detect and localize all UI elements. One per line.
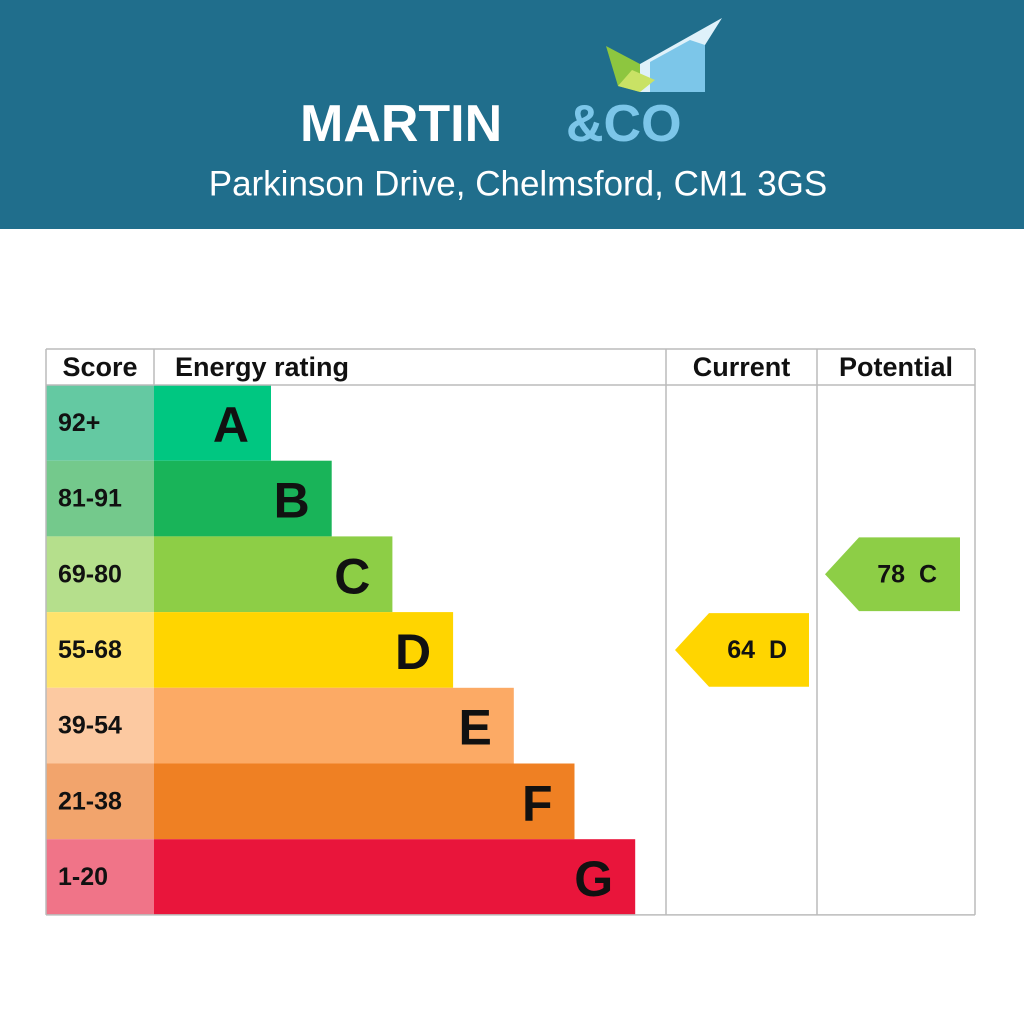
current-band: D <box>769 636 787 664</box>
rating-bar <box>154 536 393 613</box>
score-label: 69-80 <box>58 560 122 588</box>
column-header: Current <box>693 352 791 382</box>
current-arrow <box>675 613 809 687</box>
logo-icon <box>606 18 722 92</box>
brand-main: MARTIN <box>300 95 502 153</box>
rating-bar <box>154 687 514 764</box>
band-letter: D <box>395 624 431 680</box>
potential-score: 78 <box>877 560 905 588</box>
band-letter: G <box>574 851 613 907</box>
band-letter: B <box>274 473 310 529</box>
score-label: 55-68 <box>58 636 122 664</box>
score-cell <box>46 763 154 840</box>
address: Parkinson Drive, Chelmsford, CM1 3GS <box>209 165 828 204</box>
score-cell <box>46 536 154 613</box>
rating-bar <box>154 385 271 461</box>
column-header: Score <box>62 352 137 382</box>
score-label: 81-91 <box>58 485 122 513</box>
score-cell <box>46 687 154 764</box>
band-letter: E <box>458 700 491 756</box>
potential-arrow <box>825 537 960 612</box>
header-band <box>0 0 1024 229</box>
brand-accent: &CO <box>566 95 682 153</box>
band-letter: F <box>522 775 553 831</box>
score-label: 1-20 <box>58 863 108 891</box>
band-letter: C <box>334 548 370 604</box>
score-cell <box>46 612 154 688</box>
column-header: Potential <box>839 352 953 382</box>
band-letter: A <box>213 397 249 453</box>
rating-bar <box>154 839 636 915</box>
epc-table: Score Energy rating Current Potential 92+ A 81… <box>45 348 976 916</box>
rating-bar <box>154 763 575 840</box>
rating-bar <box>154 460 332 537</box>
column-header: Energy rating <box>175 352 349 382</box>
score-label: 39-54 <box>58 712 122 740</box>
score-label: 92+ <box>58 409 100 437</box>
rating-bar <box>154 612 454 688</box>
score-cell <box>46 839 154 915</box>
current-score: 64 <box>727 636 755 664</box>
score-cell <box>46 385 154 461</box>
score-label: 21-38 <box>58 787 122 815</box>
potential-band: C <box>919 560 937 588</box>
score-cell <box>46 460 154 537</box>
